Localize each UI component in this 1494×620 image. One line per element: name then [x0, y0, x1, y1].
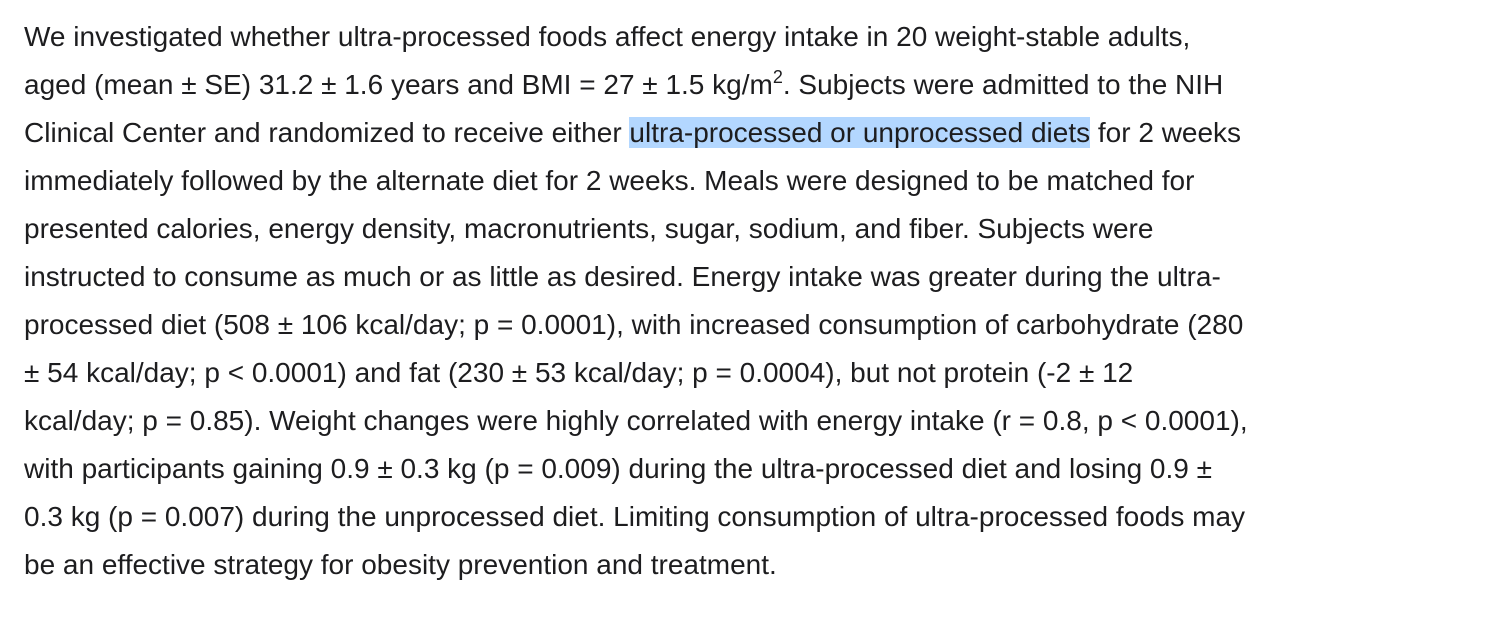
text-line: processed diet (508 ± 106 kcal/day; p = …: [24, 301, 1484, 349]
text: ± 54 kcal/day; p < 0.0001) and fat (230 …: [24, 357, 1134, 388]
text-line: aged (mean ± SE) 31.2 ± 1.6 years and BM…: [24, 61, 1484, 109]
text: be an effective strategy for obesity pre…: [24, 549, 777, 580]
text: Clinical Center and randomized to receiv…: [24, 117, 630, 148]
text-line: We investigated whether ultra-processed …: [24, 13, 1484, 61]
text: . Subjects were admitted to the NIH: [782, 69, 1224, 100]
text-line: presented calories, energy density, macr…: [24, 205, 1484, 253]
abstract-paragraph: We investigated whether ultra-processed …: [24, 13, 1484, 589]
text: aged (mean ± SE) 31.2 ± 1.6 years and BM…: [24, 69, 773, 100]
text-line: 0.3 kg (p = 0.007) during the unprocesse…: [24, 493, 1484, 541]
text: We investigated whether ultra-processed …: [24, 21, 1191, 52]
superscript: 2: [772, 67, 783, 87]
text: kcal/day; p = 0.85). Weight changes were…: [24, 405, 1248, 436]
text: for 2 weeks: [1090, 117, 1242, 148]
text: processed diet (508 ± 106 kcal/day; p = …: [24, 309, 1244, 340]
text-line: ± 54 kcal/day; p < 0.0001) and fat (230 …: [24, 349, 1484, 397]
text-line: immediately followed by the alternate di…: [24, 157, 1484, 205]
text-line: with participants gaining 0.9 ± 0.3 kg (…: [24, 445, 1484, 493]
text-line: be an effective strategy for obesity pre…: [24, 541, 1484, 589]
text: 0.3 kg (p = 0.007) during the unprocesse…: [24, 501, 1246, 532]
text-line: kcal/day; p = 0.85). Weight changes were…: [24, 397, 1484, 445]
text: instructed to consume as much or as litt…: [24, 261, 1221, 292]
text-line: instructed to consume as much or as litt…: [24, 253, 1484, 301]
text-line: Clinical Center and randomized to receiv…: [24, 109, 1484, 157]
text: with participants gaining 0.9 ± 0.3 kg (…: [24, 453, 1213, 484]
text: presented calories, energy density, macr…: [24, 213, 1154, 244]
selected-text: ultra-processed or unprocessed diets: [629, 117, 1091, 148]
text: immediately followed by the alternate di…: [24, 165, 1195, 196]
